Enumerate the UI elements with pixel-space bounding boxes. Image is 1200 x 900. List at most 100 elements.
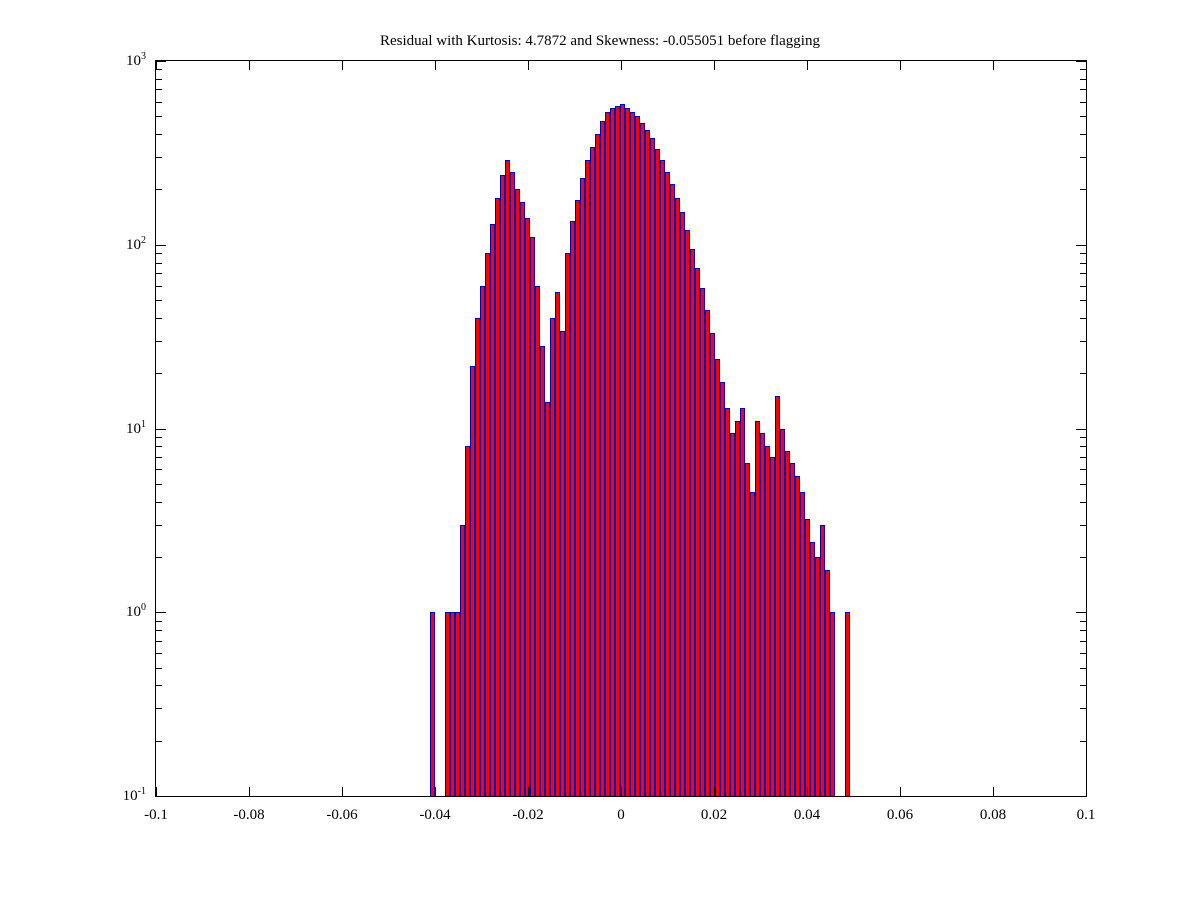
x-major-tick [249, 61, 250, 70]
histogram-bar [715, 358, 721, 796]
y-minor-tick [1080, 69, 1086, 71]
histogram-bars [156, 61, 1086, 796]
histogram-bar [655, 149, 661, 796]
histogram-bar [519, 202, 525, 796]
y-major-tick [156, 244, 166, 246]
x-major-tick [900, 61, 901, 70]
histogram-bar [430, 612, 436, 796]
y-minor-tick [156, 667, 162, 669]
y-minor-tick [1080, 262, 1086, 264]
histogram-bar [610, 108, 616, 796]
histogram-bar [650, 138, 656, 796]
y-minor-tick [156, 134, 162, 136]
x-major-tick [342, 61, 343, 70]
histogram-bar [505, 159, 511, 796]
histogram-bar [764, 446, 770, 796]
y-minor-tick [1080, 317, 1086, 319]
histogram-bar [510, 171, 516, 796]
histogram-bar [585, 159, 590, 796]
histogram-bar [620, 104, 626, 796]
x-major-tick [249, 787, 250, 796]
histogram-bar [750, 492, 756, 796]
x-major-tick [156, 61, 157, 70]
x-major-tick [621, 787, 622, 796]
y-minor-tick [156, 317, 162, 319]
x-tick-label: 0.1 [1076, 807, 1096, 823]
y-minor-tick [156, 89, 162, 91]
chart-title: Residual with Kurtosis: 4.7872 and Skewn… [380, 33, 820, 49]
histogram-bar [775, 396, 781, 796]
y-minor-tick [1080, 285, 1086, 287]
histogram-bar [724, 407, 730, 796]
y-minor-tick [156, 501, 162, 503]
x-tick-label: -0.04 [419, 807, 451, 823]
x-major-tick [993, 61, 994, 70]
y-major-tick [1076, 612, 1086, 614]
y-tick-label: 100 [76, 602, 146, 621]
y-minor-tick [1080, 740, 1086, 742]
histogram-bar [784, 451, 790, 796]
histogram-bar [570, 220, 576, 796]
y-minor-tick [1080, 653, 1086, 654]
histogram-bar [490, 223, 496, 796]
y-minor-tick [1080, 189, 1086, 191]
x-tick-label: 0.02 [700, 807, 728, 823]
histogram-bar [670, 183, 676, 796]
histogram-bar [844, 612, 850, 796]
y-minor-tick [156, 708, 162, 710]
x-major-tick [807, 61, 808, 70]
histogram-bar [824, 569, 830, 796]
y-minor-tick [156, 340, 162, 342]
x-major-tick [342, 787, 343, 796]
x-tick-label: -0.08 [233, 807, 265, 823]
histogram-bar [495, 197, 501, 796]
x-major-tick [900, 787, 901, 796]
y-minor-tick [156, 483, 162, 485]
y-minor-tick [156, 157, 162, 159]
histogram-bar [455, 612, 461, 796]
x-major-tick [714, 61, 715, 70]
histogram-bar [815, 556, 821, 796]
y-minor-tick [1080, 340, 1086, 342]
histogram-bar [555, 292, 561, 796]
y-minor-tick [156, 456, 162, 458]
histogram-bar [660, 159, 666, 796]
histogram-bar [515, 189, 521, 796]
histogram-bar [820, 524, 826, 796]
histogram-bar [755, 420, 761, 796]
histogram-bar [760, 432, 766, 796]
histogram-bar [690, 248, 696, 796]
y-minor-tick [156, 620, 162, 622]
x-major-tick [1086, 61, 1087, 70]
histogram-bar [615, 105, 621, 796]
histogram-bar [475, 317, 481, 796]
histogram-bar [525, 217, 531, 796]
x-tick-label: 0.08 [979, 807, 1007, 823]
x-major-tick [435, 61, 436, 70]
y-tick-label: 101 [76, 419, 146, 438]
y-minor-tick [1080, 630, 1086, 632]
y-minor-tick [1080, 78, 1086, 80]
y-minor-tick [156, 740, 162, 742]
x-major-tick [528, 61, 529, 70]
histogram-bar [700, 288, 706, 796]
x-tick-label: -0.1 [144, 807, 168, 823]
y-minor-tick [156, 524, 162, 526]
histogram-bar [550, 317, 556, 796]
histogram-bar [684, 230, 690, 796]
y-tick-label: 102 [76, 235, 146, 254]
y-minor-tick [156, 78, 162, 80]
y-minor-tick [1080, 708, 1086, 710]
y-minor-tick [1080, 116, 1086, 118]
y-minor-tick [1080, 253, 1086, 255]
y-minor-tick [1080, 300, 1086, 302]
y-major-tick [1076, 796, 1086, 797]
y-minor-tick [156, 446, 162, 448]
y-minor-tick [156, 436, 162, 438]
histogram-bar [735, 420, 741, 796]
y-major-tick [1076, 61, 1086, 62]
histogram-bar [535, 285, 541, 796]
y-tick-exponent: 3 [141, 51, 146, 62]
y-minor-tick [1080, 501, 1086, 503]
